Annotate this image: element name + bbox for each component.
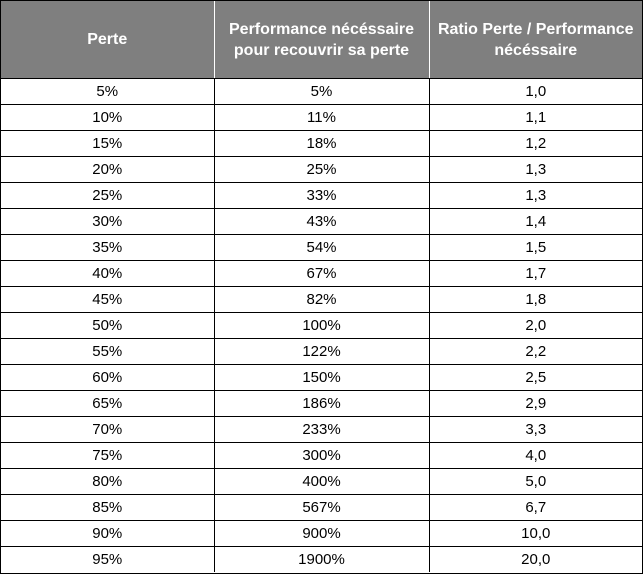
cell-performance: 233% [214,416,430,443]
cell-performance: 33% [214,182,430,209]
cell-performance: 43% [214,208,430,235]
cell-performance: 5% [214,78,430,105]
cell-perte: 90% [1,520,215,547]
table-row: 20% 25% 1,3 [1,156,642,183]
table-row: 65% 186% 2,9 [1,390,642,417]
cell-performance: 300% [214,442,430,469]
cell-perte: 30% [1,208,215,235]
table-row: 80% 400% 5,0 [1,468,642,495]
table-row: 5% 5% 1,0 [1,78,642,105]
cell-performance: 100% [214,312,430,339]
cell-perte: 85% [1,494,215,521]
table-header: Perte Performance nécéssaire pour recouv… [1,1,642,79]
table-row: 50% 100% 2,0 [1,312,642,339]
cell-ratio: 1,5 [429,234,642,261]
table-row: 40% 67% 1,7 [1,260,642,287]
cell-performance: 1900% [214,546,430,572]
cell-ratio: 2,2 [429,338,642,365]
cell-perte: 45% [1,286,215,313]
table-row: 30% 43% 1,4 [1,208,642,235]
cell-perte: 60% [1,364,215,391]
cell-perte: 35% [1,234,215,261]
table-row: 95% 1900% 20,0 [1,546,642,572]
table-row: 60% 150% 2,5 [1,364,642,391]
cell-performance: 567% [214,494,430,521]
cell-perte: 25% [1,182,215,209]
table-row: 90% 900% 10,0 [1,520,642,547]
cell-ratio: 1,0 [429,78,642,105]
cell-perte: 10% [1,104,215,131]
cell-ratio: 2,0 [429,312,642,339]
table-row: 75% 300% 4,0 [1,442,642,469]
cell-ratio: 1,7 [429,260,642,287]
cell-performance: 82% [214,286,430,313]
table-row: 45% 82% 1,8 [1,286,642,313]
cell-perte: 5% [1,78,215,105]
cell-ratio: 4,0 [429,442,642,469]
cell-ratio: 5,0 [429,468,642,495]
header-performance-necessaire: Performance nécéssaire pour recouvrir sa… [214,1,430,79]
cell-performance: 186% [214,390,430,417]
table-row: 85% 567% 6,7 [1,494,642,521]
cell-ratio: 1,2 [429,130,642,157]
header-ratio: Ratio Perte / Performance nécéssaire [429,1,642,79]
cell-ratio: 3,3 [429,416,642,443]
table-row: 25% 33% 1,3 [1,182,642,209]
table-row: 15% 18% 1,2 [1,130,642,157]
header-perte: Perte [1,1,215,79]
cell-performance: 25% [214,156,430,183]
cell-ratio: 10,0 [429,520,642,547]
cell-ratio: 6,7 [429,494,642,521]
table-row: 55% 122% 2,2 [1,338,642,365]
cell-perte: 50% [1,312,215,339]
cell-performance: 150% [214,364,430,391]
cell-performance: 400% [214,468,430,495]
cell-perte: 40% [1,260,215,287]
cell-ratio: 1,3 [429,156,642,183]
cell-performance: 54% [214,234,430,261]
cell-ratio: 1,3 [429,182,642,209]
cell-performance: 67% [214,260,430,287]
cell-perte: 65% [1,390,215,417]
table-row: 35% 54% 1,5 [1,234,642,261]
table-body: 5% 5% 1,0 10% 11% 1,1 15% 18% 1,2 20% 25% 1,3 25% 33%… [1,78,642,572]
cell-perte: 80% [1,468,215,495]
cell-performance: 18% [214,130,430,157]
cell-ratio: 20,0 [521,551,551,568]
cell-perte: 75% [1,442,215,469]
header-row: Perte Performance nécéssaire pour recouv… [1,1,642,79]
table-row: 70% 233% 3,3 [1,416,642,443]
cell-performance: 900% [214,520,430,547]
cell-performance: 11% [214,104,430,131]
cell-perte: 70% [1,416,215,443]
cell-perte: 95% [1,546,215,572]
cell-ratio: 1,8 [429,286,642,313]
cell-ratio: 1,4 [429,208,642,235]
cell-ratio: 2,5 [429,364,642,391]
table-row: 10% 11% 1,1 [1,104,642,131]
cell-perte: 15% [1,130,215,157]
cell-ratio: 2,9 [429,390,642,417]
cell-perte: 55% [1,338,215,365]
cell-ratio: 1,1 [429,104,642,131]
cell-perte: 20% [1,156,215,183]
cell-performance: 122% [214,338,430,365]
